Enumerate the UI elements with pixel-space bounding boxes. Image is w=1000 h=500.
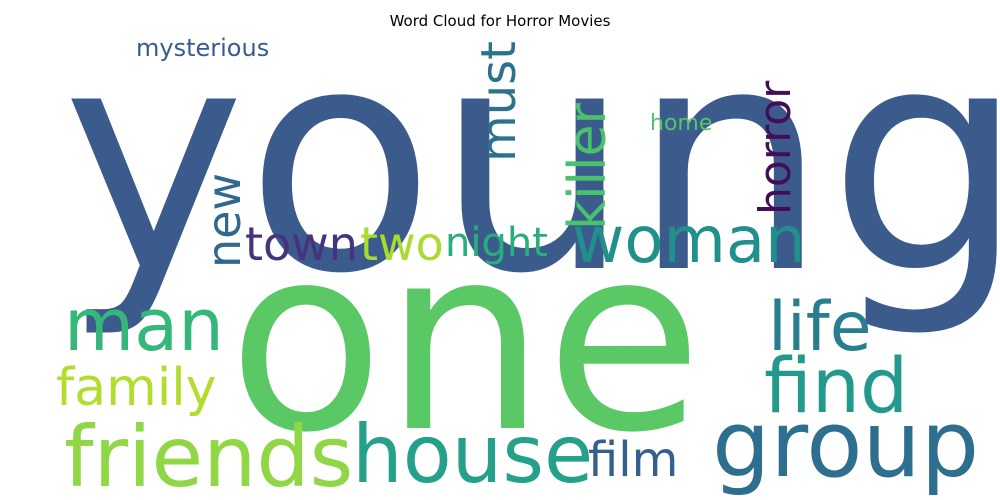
word-town: town xyxy=(245,217,358,271)
word-woman: woman xyxy=(572,204,806,278)
word-friends: friends xyxy=(64,408,353,500)
word-must: must xyxy=(471,41,527,162)
word-two: two xyxy=(360,217,444,271)
word-group: group xyxy=(712,391,979,498)
word-one: one xyxy=(228,192,703,489)
chart-title: Word Cloud for Horror Movies xyxy=(389,12,611,30)
word-mysterious: mysterious xyxy=(136,34,269,62)
word-home: home xyxy=(650,111,712,136)
word-killer: killer xyxy=(558,103,618,230)
word-house: house xyxy=(352,408,593,500)
word-man: man xyxy=(64,283,224,367)
word-find: find xyxy=(764,341,908,430)
word-family: family xyxy=(56,358,217,418)
word-film: film xyxy=(588,432,678,488)
word-young: young xyxy=(62,0,1000,342)
word-new: new xyxy=(197,173,251,268)
word-life: life xyxy=(768,288,872,367)
word-horror: horror xyxy=(750,80,801,215)
word-night: night xyxy=(445,220,548,266)
